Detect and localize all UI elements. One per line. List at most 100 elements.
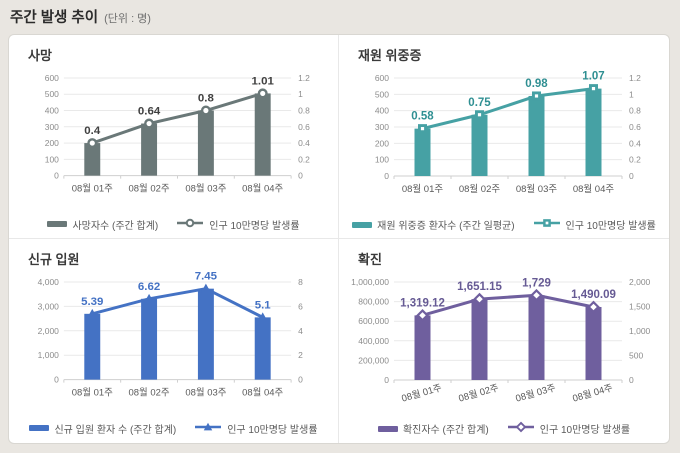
svg-text:0.64: 0.64 <box>138 106 161 118</box>
svg-text:3,000: 3,000 <box>38 301 59 311</box>
deaths-chart-title: 사망 <box>28 48 52 63</box>
svg-text:600: 600 <box>45 73 59 83</box>
svg-text:08월 01주: 08월 01주 <box>72 183 113 195</box>
svg-text:0.2: 0.2 <box>298 154 310 164</box>
svg-text:2,000: 2,000 <box>38 326 59 336</box>
legend-item-line: 인구 10만명당 발생률 <box>533 217 656 232</box>
svg-text:1.2: 1.2 <box>629 73 641 83</box>
confirmed-chart-title: 확진 <box>358 252 382 267</box>
legend-label: 인구 10만명당 발생률 <box>565 221 656 232</box>
svg-text:300: 300 <box>45 122 59 132</box>
bar-swatch-icon <box>377 425 398 432</box>
svg-text:0.6: 0.6 <box>298 122 310 132</box>
bar-swatch-icon <box>47 221 68 227</box>
svg-text:08월 03주: 08월 03주 <box>185 183 226 195</box>
svg-text:1: 1 <box>298 89 303 99</box>
svg-text:08월 03주: 08월 03주 <box>185 387 226 399</box>
legend-label: 사망자수 (주간 합계) <box>72 220 159 232</box>
legend-item-line: 인구 10만명당 발생률 <box>176 217 300 232</box>
admissions-chart-title: 신규 입원 <box>28 252 80 267</box>
svg-text:200: 200 <box>375 138 389 148</box>
svg-text:7.45: 7.45 <box>195 271 218 283</box>
svg-text:1.01: 1.01 <box>252 75 275 87</box>
svg-text:0.4: 0.4 <box>629 138 641 148</box>
svg-text:0: 0 <box>384 171 389 181</box>
svg-text:2,000: 2,000 <box>629 277 651 287</box>
svg-text:1.07: 1.07 <box>582 71 604 83</box>
legend-label: 인구 10만명당 발생률 <box>209 220 300 232</box>
svg-text:0: 0 <box>54 375 59 385</box>
admissions-chart-plot: 4,000 3,000 2,000 1,000 0 8 6 4 2 0 5.39 6.62 7.45 5.… <box>38 271 303 399</box>
page-unit-label: (단위 : 명) <box>104 13 151 25</box>
svg-text:0: 0 <box>54 171 59 181</box>
svg-text:08월 02주: 08월 02주 <box>459 183 501 195</box>
svg-text:1,000: 1,000 <box>38 350 59 360</box>
svg-text:0.4: 0.4 <box>84 125 101 137</box>
chart-card-deaths: 사망 600 500 400 300 200 100 0 1.2 1 0.8 0.6 0.4 0.2 0 0… <box>9 35 339 239</box>
svg-text:08월 02주: 08월 02주 <box>129 387 170 399</box>
svg-text:500: 500 <box>375 89 389 99</box>
svg-text:1,319.12: 1,319.12 <box>400 297 445 309</box>
legend-item-bar: 신규 입원 환자 수 (주간 합계) <box>29 421 176 436</box>
svg-text:0.4: 0.4 <box>298 138 310 148</box>
svg-text:1,500: 1,500 <box>629 302 651 312</box>
svg-text:100: 100 <box>375 155 389 165</box>
svg-text:0.2: 0.2 <box>629 155 641 165</box>
svg-text:08월 01주: 08월 01주 <box>400 382 443 405</box>
legend-label: 재원 위중증 환자수 (주간 일평균) <box>377 221 515 232</box>
deaths-chart-plot: 600 500 400 300 200 100 0 1.2 1 0.8 0.6 0.4 0.2 0 0.4 0… <box>45 73 310 195</box>
svg-text:5.39: 5.39 <box>81 296 103 308</box>
svg-text:08월 03주: 08월 03주 <box>516 183 558 195</box>
svg-text:800,000: 800,000 <box>358 297 389 307</box>
svg-text:0.6: 0.6 <box>629 122 641 132</box>
svg-text:0: 0 <box>298 375 303 385</box>
legend-item-line: 인구 10만명당 발생률 <box>507 421 630 436</box>
page-header: 주간 발생 추이 (단위 : 명) <box>10 6 151 27</box>
svg-text:300: 300 <box>375 122 389 132</box>
svg-text:400: 400 <box>45 106 59 116</box>
svg-text:08월 04주: 08월 04주 <box>242 183 283 195</box>
confirmed-chart-plot: 1,000,000 800,000 600,000 400,000 200,000 0 2,… <box>351 277 651 405</box>
chart-card-admissions: 신규 입원 4,000 3,000 2,000 1,000 0 8 6 4 2 0 5.39 6.62… <box>9 239 339 443</box>
chart-card-critical: 재원 위중증 600 500 400 300 200 100 0 1.2 1 0.8 0.6 0.4 0… <box>339 35 669 239</box>
svg-text:400: 400 <box>375 106 389 116</box>
svg-text:4: 4 <box>298 326 303 336</box>
svg-text:0: 0 <box>298 171 303 181</box>
svg-text:08월 04주: 08월 04주 <box>573 183 615 195</box>
svg-text:08월 04주: 08월 04주 <box>242 387 283 399</box>
svg-text:200: 200 <box>45 138 59 148</box>
svg-text:0.98: 0.98 <box>525 78 548 90</box>
legend-item-bar: 사망자수 (주간 합계) <box>47 217 158 232</box>
line-marker-icon <box>194 421 222 436</box>
legend-item-bar: 재원 위중증 환자수 (주간 일평균) <box>352 217 515 232</box>
svg-text:1,000: 1,000 <box>629 326 651 336</box>
legend-label: 신규 입원 환자 수 (주간 합계) <box>54 424 177 436</box>
page-title: 주간 발생 추이 <box>10 10 99 26</box>
deaths-chart-legend: 사망자수 (주간 합계) 인구 10만명당 발생률 <box>18 217 329 232</box>
legend-item-line: 인구 10만명당 발생률 <box>194 421 318 436</box>
critical-chart-legend: 재원 위중증 환자수 (주간 일평균) 인구 10만명당 발생률 <box>348 217 660 232</box>
confirmed-chart-legend: 확진자수 (주간 합계) 인구 10만명당 발생률 <box>348 421 660 436</box>
bar-swatch-icon <box>29 425 50 431</box>
svg-text:1,490.09: 1,490.09 <box>571 289 616 301</box>
critical-chart-plot: 600 500 400 300 200 100 0 1.2 1 0.8 0.6 0.4 0.2 0 0.58… <box>375 71 641 195</box>
admissions-chart-legend: 신규 입원 환자 수 (주간 합계) 인구 10만명당 발생률 <box>18 421 329 436</box>
svg-text:5.1: 5.1 <box>255 299 272 311</box>
charts-panel: 사망 600 500 400 300 200 100 0 1.2 1 0.8 0.6 0.4 0.2 0 0… <box>8 34 670 444</box>
svg-text:200,000: 200,000 <box>358 355 389 365</box>
svg-text:2: 2 <box>298 350 303 360</box>
svg-text:08월 03주: 08월 03주 <box>514 382 557 405</box>
svg-text:0: 0 <box>629 171 634 181</box>
svg-text:100: 100 <box>45 154 59 164</box>
svg-text:6: 6 <box>298 301 303 311</box>
svg-text:0: 0 <box>629 375 634 385</box>
bar-swatch-icon <box>352 221 373 228</box>
legend-label: 인구 10만명당 발생률 <box>539 425 631 436</box>
svg-text:0.8: 0.8 <box>198 93 215 105</box>
svg-text:08월 02주: 08월 02주 <box>129 183 170 195</box>
line-marker-icon <box>507 421 535 436</box>
svg-text:1: 1 <box>629 89 634 99</box>
legend-label: 인구 10만명당 발생률 <box>227 424 318 436</box>
svg-text:6.62: 6.62 <box>138 281 160 293</box>
svg-text:4,000: 4,000 <box>38 277 59 287</box>
